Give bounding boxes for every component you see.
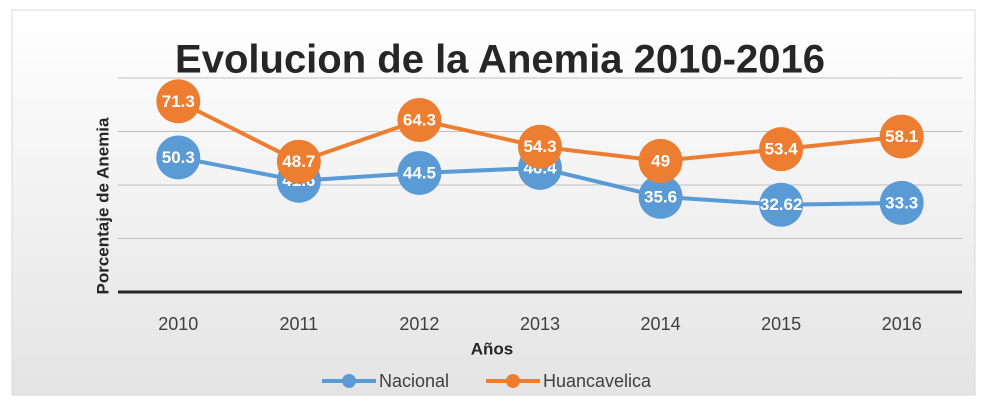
data-label: 54.3 xyxy=(523,137,556,156)
marker xyxy=(759,127,804,172)
marker xyxy=(879,180,924,225)
marker xyxy=(276,139,321,184)
marker xyxy=(518,124,562,169)
marker xyxy=(759,182,804,227)
plot: 50.341.644.546.435.632.6233.371.348.764.… xyxy=(156,79,924,227)
data-label: 50.3 xyxy=(162,148,195,167)
marker xyxy=(397,150,442,195)
data-label: 49 xyxy=(651,151,670,170)
data-label: 32.62 xyxy=(760,195,803,214)
marker xyxy=(638,138,683,183)
x-tick-label: 2016 xyxy=(882,314,922,334)
x-tick-label: 2010 xyxy=(158,314,198,334)
data-label: 53.4 xyxy=(765,140,799,159)
data-label: 71.3 xyxy=(162,92,195,111)
x-tick-label: 2011 xyxy=(279,314,318,334)
marker xyxy=(397,97,442,142)
y-axis-title: Porcentaje de Anemia xyxy=(93,117,112,295)
legend-label: Huancavelica xyxy=(543,371,652,391)
x-axis-title: Años xyxy=(471,339,514,358)
grid xyxy=(118,77,962,294)
data-label: 35.6 xyxy=(644,187,677,206)
legend-marker xyxy=(342,374,356,388)
data-label: 58.1 xyxy=(885,127,918,146)
marker xyxy=(156,79,201,124)
x-tick-label: 2012 xyxy=(399,314,439,334)
legend-marker xyxy=(506,374,520,388)
data-label: 44.5 xyxy=(403,163,436,182)
x-tick-label: 2015 xyxy=(761,314,801,334)
chart-title: Evolucion de la Anemia 2010-2016 xyxy=(175,38,825,82)
data-label: 48.7 xyxy=(282,152,315,171)
x-tick-label: 2014 xyxy=(641,314,681,334)
data-label: 64.3 xyxy=(403,110,436,129)
marker xyxy=(879,114,924,159)
legend-label: Nacional xyxy=(379,371,449,391)
x-tick-label: 2013 xyxy=(520,314,560,334)
data-label: 33.3 xyxy=(885,193,918,212)
marker xyxy=(156,135,201,180)
marker xyxy=(638,174,683,219)
